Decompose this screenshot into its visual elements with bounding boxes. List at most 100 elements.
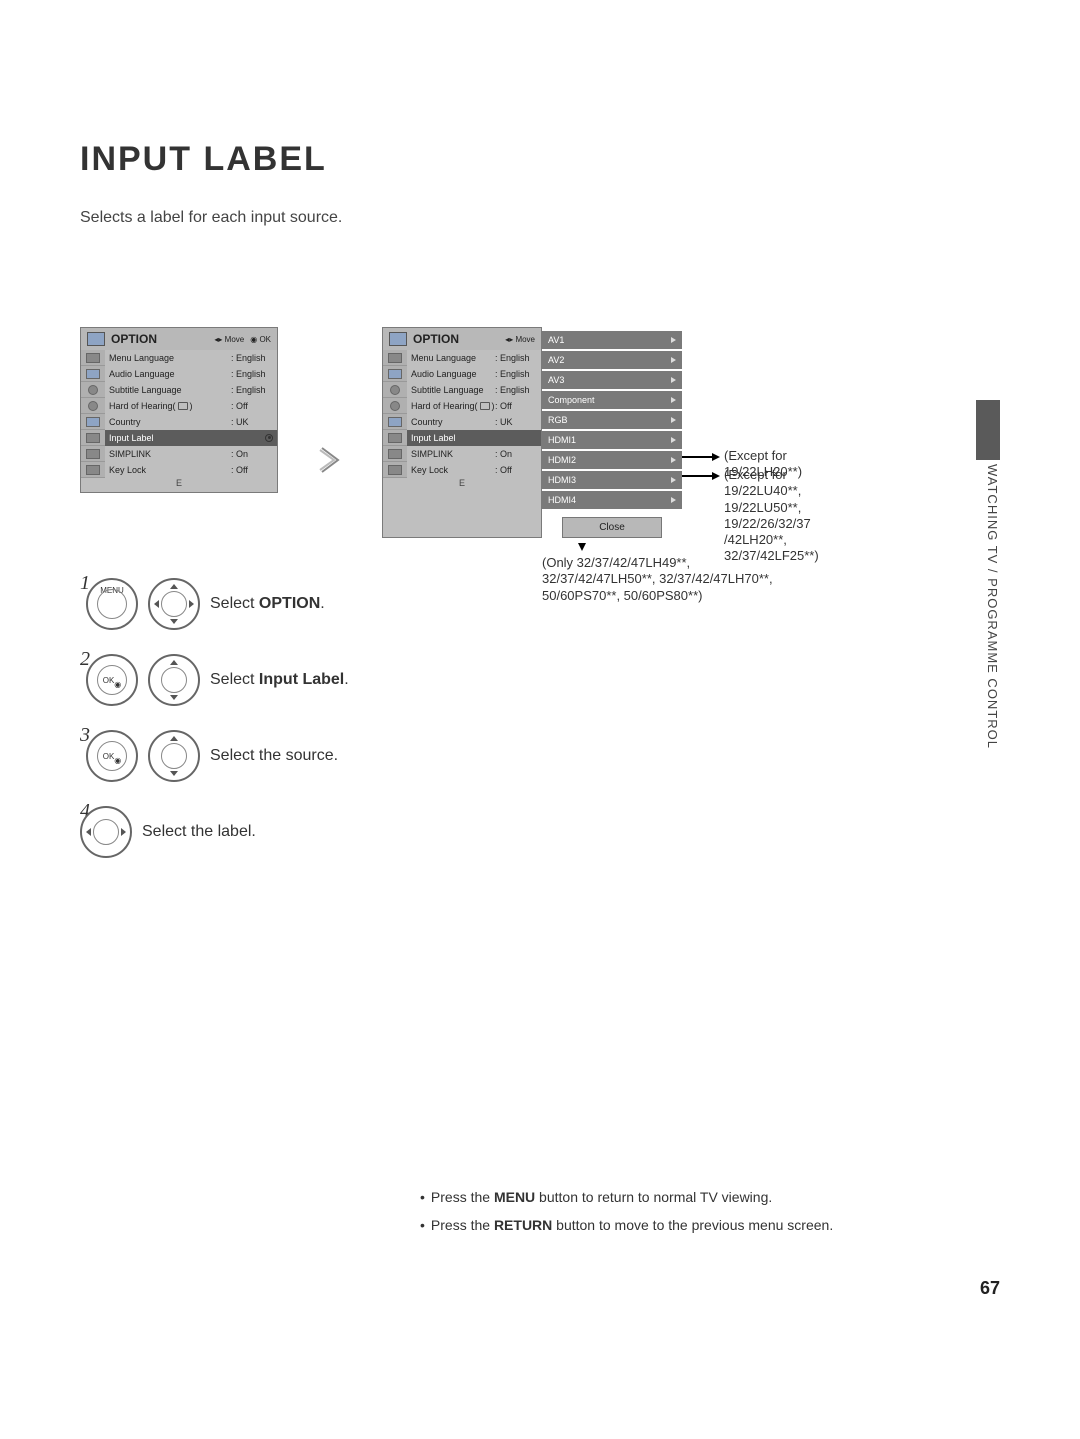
option-menu-row: SIMPLINK: On <box>407 446 541 462</box>
menu-mini-icon <box>390 385 400 395</box>
option-menu-row: Menu Language: English <box>407 350 541 366</box>
step-text: Select the label. <box>142 823 256 841</box>
nav-pad-leftright-icon <box>80 806 132 858</box>
selected-indicator-icon <box>265 434 273 442</box>
option-row-label: Key Lock <box>411 465 495 475</box>
menu-mini-icon <box>86 369 100 379</box>
input-label-item: HDMI2 <box>542 451 682 469</box>
option-menu-header: OPTION ◂▸ Move ◉ OK <box>81 328 277 350</box>
option-row-label: Hard of Hearing() <box>411 401 495 411</box>
step-1: 1 MENU Select OPTION. <box>80 578 1000 630</box>
option-menu-row: SIMPLINK: On <box>105 446 277 462</box>
option-menu-row: Key Lock: Off <box>105 462 277 478</box>
move-hint: ◂▸ Move <box>505 335 535 344</box>
chevron-right-icon <box>671 437 676 443</box>
option-row-value: : UK <box>495 417 537 427</box>
input-label-text: Component <box>548 395 595 405</box>
menu-mini-icon <box>86 449 100 459</box>
option-menu-left: OPTION ◂▸ Move ◉ OK Menu Language: <box>80 327 278 493</box>
option-row-value: : On <box>495 449 537 459</box>
option-menu-row: Country: UK <box>105 414 277 430</box>
menu-mini-icon <box>390 401 400 411</box>
option-row-value: : On <box>231 449 273 459</box>
option-menu-row: Hard of Hearing(): Off <box>105 398 277 414</box>
nav-pad-updown-icon <box>148 730 200 782</box>
input-label-text: AV2 <box>548 355 564 365</box>
option-menu-row: Key Lock: Off <box>407 462 541 478</box>
close-button: Close <box>562 517 662 538</box>
input-label-item: Component <box>542 391 682 409</box>
menu-mini-icon <box>388 449 402 459</box>
menu-mini-icon <box>388 353 402 363</box>
option-row-value: : Off <box>495 401 537 411</box>
menu-mini-icon <box>86 465 100 475</box>
page-subtitle: Selects a label for each input source. <box>80 209 1000 227</box>
option-row-label: Menu Language <box>411 353 495 363</box>
chevron-right-icon <box>671 357 676 363</box>
chevron-right-icon <box>671 457 676 463</box>
option-row-label: Menu Language <box>109 353 231 363</box>
footer-notes: •Press the MENU button to return to norm… <box>420 1183 833 1239</box>
nav-pad-updown-icon <box>148 654 200 706</box>
input-label-list: AV1 AV2 AV3 Component RGB HDMI1 HDMI2 HDMI3 HDMI… <box>542 331 682 538</box>
annotation-line <box>682 456 712 458</box>
option-menu-header: OPTION ◂▸ Move <box>383 328 541 350</box>
input-label-text: HDMI1 <box>548 435 576 445</box>
option-menu-row: Input Label <box>105 430 277 446</box>
page-number: 67 <box>980 1278 1000 1299</box>
annotation-down-arrow-icon <box>578 543 586 551</box>
option-menu-row: Audio Language: English <box>407 366 541 382</box>
option-row-value: : Off <box>231 465 273 475</box>
option-header-icon <box>87 332 105 346</box>
option-footer: E <box>383 478 541 492</box>
option-row-label: SIMPLINK <box>109 449 231 459</box>
option-row-value: : English <box>231 385 273 395</box>
annotation-arrow-icon <box>712 472 720 480</box>
option-menu-row: Input Label <box>407 430 541 446</box>
option-row-value: : Off <box>231 401 273 411</box>
input-label-text: HDMI4 <box>548 495 576 505</box>
option-menu-row: Menu Language: English <box>105 350 277 366</box>
option-row-label: Input Label <box>109 433 223 443</box>
option-row-value: : English <box>231 369 273 379</box>
ok-button-icon: OK◉ <box>86 654 138 706</box>
page-title: INPUT LABEL <box>80 140 1000 179</box>
input-label-item: RGB <box>542 411 682 429</box>
option-menu-row: Subtitle Language: English <box>407 382 541 398</box>
menu-mini-icon <box>86 417 100 427</box>
option-icon-column <box>383 350 407 478</box>
menu-mini-icon <box>86 353 100 363</box>
input-label-item: AV3 <box>542 371 682 389</box>
move-hint: ◂▸ Move <box>214 335 244 344</box>
menu-mini-icon <box>88 385 98 395</box>
input-label-text: AV1 <box>548 335 564 345</box>
option-menu-row: Hard of Hearing(): Off <box>407 398 541 414</box>
option-icon-column <box>81 350 105 478</box>
input-label-item: HDMI3 <box>542 471 682 489</box>
option-menu-row: Audio Language: English <box>105 366 277 382</box>
annotation-line <box>682 475 712 477</box>
transition-arrow-icon <box>318 446 342 479</box>
menu-button-icon: MENU <box>86 578 138 630</box>
option-header-title: OPTION <box>111 332 157 346</box>
step-2: 2 OK◉ Select Input Label. <box>80 654 1000 706</box>
input-label-item: AV1 <box>542 331 682 349</box>
step-text: Select Input Label. <box>210 671 349 689</box>
step-4: 4 Select the label. <box>80 806 1000 858</box>
option-row-label: Audio Language <box>109 369 231 379</box>
chevron-right-icon <box>671 337 676 343</box>
option-row-label: SIMPLINK <box>411 449 495 459</box>
step-text: Select OPTION. <box>210 595 325 613</box>
side-tab <box>976 400 1000 460</box>
chevron-right-icon <box>671 477 676 483</box>
option-footer: E <box>81 478 277 492</box>
option-row-label: Country <box>109 417 231 427</box>
menu-mini-icon <box>388 369 402 379</box>
menu-mini-icon <box>388 433 402 443</box>
nav-pad-icon <box>148 578 200 630</box>
option-row-label: Audio Language <box>411 369 495 379</box>
option-row-label: Input Label <box>411 433 495 443</box>
input-label-text: AV3 <box>548 375 564 385</box>
option-menu-row: Country: UK <box>407 414 541 430</box>
option-row-value: : Off <box>495 465 537 475</box>
